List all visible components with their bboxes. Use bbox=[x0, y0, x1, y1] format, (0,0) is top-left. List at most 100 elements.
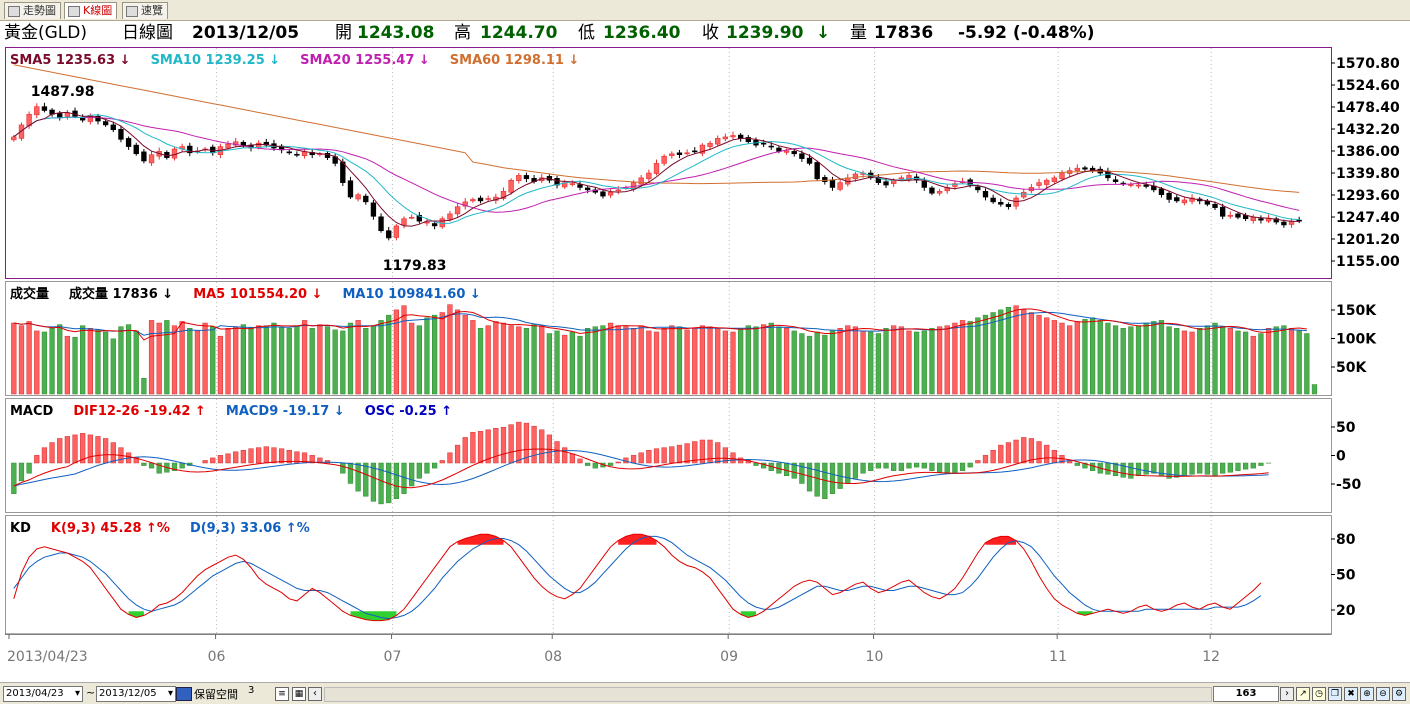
macd-osc-bar bbox=[88, 435, 93, 463]
volume-bar bbox=[142, 378, 147, 394]
candle-body bbox=[302, 152, 307, 156]
status-bar: 2013/04/23▾ ~ 2013/12/05▾ 保留空間 3 ≡ ▦ ‹ 1… bbox=[0, 682, 1410, 704]
volume-panel[interactable]: 成交量成交量 17836 ↓MA5 101554.20 ↓MA10 109841… bbox=[5, 281, 1332, 396]
macd-osc-bar bbox=[914, 463, 919, 467]
macd-osc-bar bbox=[1190, 463, 1195, 474]
macd-osc-bar bbox=[562, 448, 567, 463]
legend-item: MACD bbox=[10, 404, 54, 419]
candle-body bbox=[478, 198, 483, 201]
candle-body bbox=[669, 154, 674, 156]
candle-body bbox=[1228, 215, 1233, 216]
macd-osc-bar bbox=[899, 463, 904, 471]
close-label: 收 bbox=[702, 20, 719, 46]
candle-body bbox=[509, 180, 514, 192]
end-date-dropdown-icon: ▾ bbox=[168, 687, 173, 701]
candle-body bbox=[1220, 207, 1225, 216]
price-axis-label: 1155.00 bbox=[1336, 254, 1400, 270]
x-axis-label: 09 bbox=[720, 649, 738, 665]
clock-icon[interactable]: ◷ bbox=[1312, 687, 1326, 701]
volume-bar bbox=[807, 336, 812, 394]
macd-osc-bar bbox=[394, 463, 399, 499]
settings-icon[interactable]: ⚙ bbox=[1392, 687, 1406, 701]
scroll-left-button[interactable]: ‹ bbox=[308, 687, 322, 701]
price-axis-label: 1386.00 bbox=[1336, 144, 1400, 160]
macd-osc-bar bbox=[73, 435, 78, 463]
volume-bar bbox=[968, 321, 973, 394]
volume-bar bbox=[11, 323, 16, 394]
tab-overview-label: 速覽 bbox=[141, 4, 163, 17]
macd-osc-bar bbox=[861, 463, 866, 473]
candle-body bbox=[1259, 219, 1264, 220]
x-axis-label: 12 bbox=[1202, 649, 1220, 665]
macd-osc-bar bbox=[409, 463, 414, 486]
volume-bar bbox=[585, 328, 590, 394]
tab-kline[interactable]: K線圖 bbox=[64, 2, 117, 19]
volume-bar bbox=[310, 328, 315, 394]
candle-body bbox=[111, 125, 116, 130]
end-date-value: 2013/12/05 bbox=[99, 688, 157, 699]
macd-osc-bar bbox=[708, 440, 713, 463]
grid-toggle-icon[interactable]: ≡ bbox=[275, 687, 289, 701]
volume-bar bbox=[1151, 321, 1156, 394]
scroll-right-button[interactable]: › bbox=[1280, 687, 1294, 701]
end-date-select[interactable]: 2013/12/05 ▾ bbox=[96, 686, 176, 702]
volume-bar bbox=[65, 336, 70, 394]
macd-osc-bar bbox=[226, 454, 231, 463]
volume-bar bbox=[868, 332, 873, 394]
draw-tool-icon[interactable]: ↗ bbox=[1296, 687, 1310, 701]
chart-period: 日線圖 bbox=[122, 20, 173, 46]
candle-body bbox=[723, 137, 728, 139]
volume-bar bbox=[356, 320, 361, 394]
bar-count-field[interactable]: 163 bbox=[1213, 686, 1279, 702]
volume-bar bbox=[425, 318, 430, 394]
macd-osc-bar bbox=[845, 463, 850, 483]
macd-osc-bar bbox=[876, 463, 881, 468]
volume-bar bbox=[34, 331, 39, 394]
volume-bar bbox=[287, 328, 292, 394]
volume-bar bbox=[769, 323, 774, 394]
volume-bar bbox=[754, 327, 759, 394]
keep-space-label: 保留空間 bbox=[194, 686, 238, 702]
candle-body bbox=[639, 178, 644, 184]
zoom-out-icon[interactable]: ⊖ bbox=[1376, 687, 1390, 701]
volume-bar bbox=[317, 325, 322, 394]
volume-bar bbox=[570, 332, 575, 394]
candle-body bbox=[486, 199, 491, 200]
volume-bar bbox=[73, 337, 78, 394]
volume-bar bbox=[1106, 323, 1111, 394]
volume-bar bbox=[218, 336, 223, 394]
macd-osc-bar bbox=[998, 445, 1003, 463]
volume-bar bbox=[1197, 328, 1202, 394]
keep-space-value: 3 bbox=[248, 685, 254, 696]
volume-bar bbox=[1205, 326, 1210, 394]
tab-trend[interactable]: 走勢圖 bbox=[4, 2, 61, 19]
macd-osc-bar bbox=[1205, 463, 1210, 474]
kd-axis-label: 50 bbox=[1336, 568, 1356, 584]
keep-space-icon[interactable] bbox=[176, 687, 192, 701]
volume-bar bbox=[677, 327, 682, 394]
x-axis-label: 11 bbox=[1049, 649, 1067, 665]
tab-overview[interactable]: 速覽 bbox=[122, 2, 168, 19]
volume-bar bbox=[1052, 320, 1057, 394]
volume-bar bbox=[478, 328, 483, 394]
macd-osc-bar bbox=[509, 425, 514, 463]
volume-bar bbox=[363, 328, 368, 394]
volume-bar bbox=[42, 332, 47, 394]
macd-osc-bar bbox=[975, 460, 980, 463]
volume-bar bbox=[1174, 328, 1179, 394]
copy-icon[interactable]: ❐ bbox=[1328, 687, 1342, 701]
volume-bar bbox=[861, 331, 866, 394]
open-label: 開 bbox=[335, 20, 352, 46]
candle-body bbox=[241, 142, 246, 145]
zoom-in-icon[interactable]: ⊕ bbox=[1360, 687, 1374, 701]
macd-osc-bar bbox=[555, 442, 560, 463]
scrollbar-track[interactable] bbox=[324, 687, 1212, 702]
macd-osc-bar bbox=[815, 463, 820, 496]
volume-bar bbox=[700, 326, 705, 394]
layout-toggle-icon[interactable]: ▦ bbox=[292, 687, 306, 701]
crosshair-icon[interactable]: ✖ bbox=[1344, 687, 1358, 701]
start-date-select[interactable]: 2013/04/23▾ bbox=[3, 686, 83, 702]
